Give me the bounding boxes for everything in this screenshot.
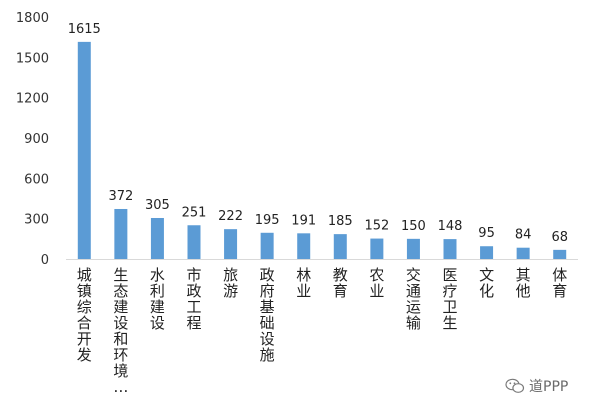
- bar: [333, 234, 347, 259]
- data-label: 195: [255, 213, 280, 228]
- x-category-label: 政府基础设施: [260, 266, 275, 364]
- data-label: 84: [515, 228, 532, 243]
- y-tick-label: 1500: [16, 51, 49, 66]
- bar: [114, 208, 128, 259]
- y-tick-label: 600: [24, 172, 49, 187]
- wechat-icon: [505, 378, 525, 393]
- bar: [224, 229, 238, 259]
- y-tick-label: 300: [24, 213, 49, 228]
- x-category-label: 交通运输: [406, 266, 421, 332]
- bar: [187, 225, 201, 259]
- data-label: 148: [438, 219, 463, 234]
- data-label: 152: [364, 219, 389, 234]
- data-label: 191: [291, 213, 316, 228]
- data-label: 95: [478, 226, 495, 241]
- watermark-text: 道PPP: [529, 379, 569, 395]
- bar: [516, 247, 530, 259]
- x-category-label: 其他: [516, 266, 531, 300]
- x-category-label: 农业: [369, 266, 384, 300]
- x-category-label: 水利建设: [150, 266, 165, 332]
- data-label: 305: [145, 198, 170, 213]
- bar: [406, 238, 420, 259]
- bar: [260, 232, 274, 259]
- x-category-label: 生态建设和环境…: [113, 266, 128, 396]
- y-tick-label: 1800: [16, 11, 49, 26]
- bar: [443, 239, 457, 259]
- x-category-label: 医疗卫生: [442, 266, 457, 332]
- data-label: 372: [108, 189, 133, 204]
- bar: [553, 249, 567, 259]
- bar: [370, 238, 384, 259]
- x-category-label: 教育: [333, 266, 348, 300]
- watermark: 道PPP: [505, 376, 568, 396]
- x-category-label: 城镇综合开发: [77, 266, 92, 364]
- data-label: 251: [182, 205, 207, 220]
- y-tick-label: 1200: [16, 92, 49, 107]
- bar: [297, 233, 311, 259]
- x-category-label: 市政工程: [186, 266, 201, 332]
- bars: 1615 372 305 251 222 195 191 185 152 150 148 95 84 68: [68, 22, 568, 259]
- data-label: 1615: [68, 22, 101, 37]
- x-category-label: 体育: [552, 266, 567, 300]
- bar: [77, 41, 91, 259]
- y-tick-label: 900: [24, 132, 49, 147]
- data-label: 185: [328, 214, 353, 229]
- data-label: 68: [551, 230, 568, 245]
- x-category-label: 文化: [479, 266, 494, 300]
- x-category-label: 旅游: [223, 266, 238, 300]
- x-category-label: 林业: [296, 266, 311, 300]
- data-label: 150: [401, 219, 426, 234]
- y-tick-label: 0: [41, 253, 49, 268]
- bar: [480, 246, 494, 259]
- bar: [150, 217, 164, 259]
- y-axis: 0 300 600 900 1200 1500 1800: [16, 11, 49, 268]
- data-label: 222: [218, 209, 243, 224]
